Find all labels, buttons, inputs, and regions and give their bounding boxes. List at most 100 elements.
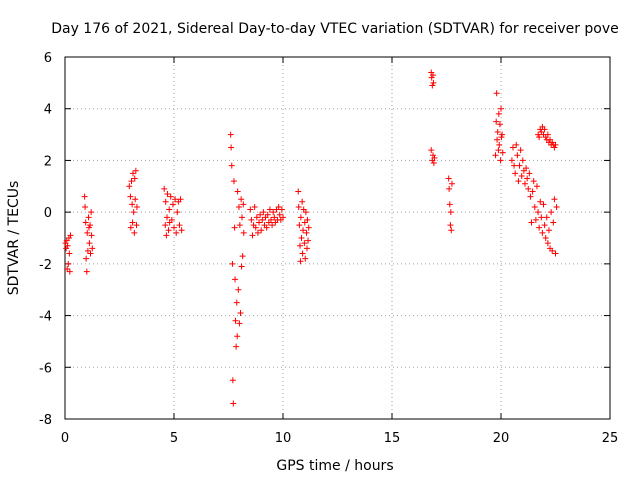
data-point (82, 219, 89, 226)
y-tick-label: 4 (44, 103, 52, 118)
data-point (527, 193, 534, 200)
data-point (66, 250, 73, 257)
data-point (165, 227, 172, 234)
data-point (174, 209, 181, 216)
x-tick-label: 5 (170, 431, 178, 446)
data-point (446, 201, 453, 208)
data-point (235, 203, 242, 210)
data-point (235, 286, 242, 293)
data-point (304, 216, 311, 223)
data-point (271, 214, 278, 221)
data-point (542, 235, 549, 241)
data-point (176, 222, 183, 229)
data-point (498, 105, 504, 112)
data-point (162, 198, 169, 205)
data-point (129, 201, 136, 208)
y-tick-labels: -8 -6 -4 -2 0 2 4 6 (39, 51, 52, 428)
data-point (492, 152, 499, 159)
y-tick-label: 6 (44, 51, 52, 66)
data-point (496, 141, 503, 148)
data-point (523, 165, 530, 172)
data-point (495, 147, 502, 154)
data-point (428, 74, 435, 81)
y-axis-label: SDTVAR / TECUs (6, 181, 22, 296)
data-point (447, 222, 454, 229)
data-point (237, 309, 244, 316)
data-point (528, 219, 535, 226)
data-point (251, 203, 258, 210)
data-point (297, 258, 304, 265)
data-point (551, 196, 558, 203)
data-point (260, 209, 267, 216)
plot-frame (64, 56, 611, 420)
data-point (447, 209, 454, 216)
y-tick-label: -4 (39, 310, 52, 325)
data-point (178, 227, 185, 234)
data-point (169, 201, 176, 208)
data-point (89, 245, 96, 252)
data-point (532, 216, 539, 223)
data-point (544, 131, 551, 138)
data-point (516, 162, 523, 169)
data-point (172, 196, 179, 203)
data-point (303, 229, 310, 236)
data-point (166, 206, 173, 213)
data-point (253, 214, 260, 221)
data-point (536, 134, 543, 141)
data-point (232, 276, 239, 283)
data-point (270, 209, 277, 216)
data-point (127, 224, 134, 231)
data-point (132, 167, 139, 174)
data-point (513, 141, 520, 148)
data-point (494, 136, 501, 143)
data-point (240, 201, 247, 208)
data-point (515, 178, 522, 185)
data-point (85, 214, 92, 221)
data-point (87, 222, 94, 229)
data-point (131, 229, 138, 236)
data-point (551, 144, 558, 151)
data-point (268, 216, 275, 223)
data-point (87, 250, 94, 257)
data-point (496, 121, 503, 128)
data-point (535, 131, 542, 138)
x-axis-label: GPS time / hours (276, 458, 393, 474)
data-point (230, 178, 237, 185)
data-point (249, 232, 256, 239)
data-point (231, 224, 238, 231)
data-point (240, 229, 247, 236)
data-point (84, 229, 91, 236)
data-point (65, 260, 72, 267)
data-point (64, 266, 71, 273)
data-point (448, 227, 455, 234)
data-point (493, 118, 500, 125)
data-point (83, 268, 90, 275)
data-point (552, 250, 559, 257)
data-point (302, 255, 309, 262)
data-point (234, 188, 241, 195)
data-point (524, 175, 531, 182)
data-point (508, 157, 515, 164)
data-point (518, 172, 525, 179)
x-tick-label: 25 (602, 431, 619, 446)
data-point (499, 149, 506, 156)
y-tick-label: 0 (44, 206, 52, 221)
data-point (228, 144, 235, 151)
data-point (549, 247, 556, 254)
data-point (529, 188, 536, 195)
data-point (130, 209, 137, 216)
data-point (305, 224, 312, 231)
data-point (233, 343, 240, 350)
data-point (519, 157, 526, 164)
data-point (247, 206, 254, 213)
x-tick-label: 10 (275, 431, 292, 446)
data-point (543, 214, 550, 221)
data-point (88, 232, 95, 239)
data-point (296, 222, 303, 229)
data-point (301, 219, 308, 226)
data-point (229, 377, 236, 384)
data-point (297, 242, 304, 249)
data-point (252, 224, 259, 231)
y-tick-label: -6 (39, 361, 52, 376)
data-point (256, 219, 263, 226)
